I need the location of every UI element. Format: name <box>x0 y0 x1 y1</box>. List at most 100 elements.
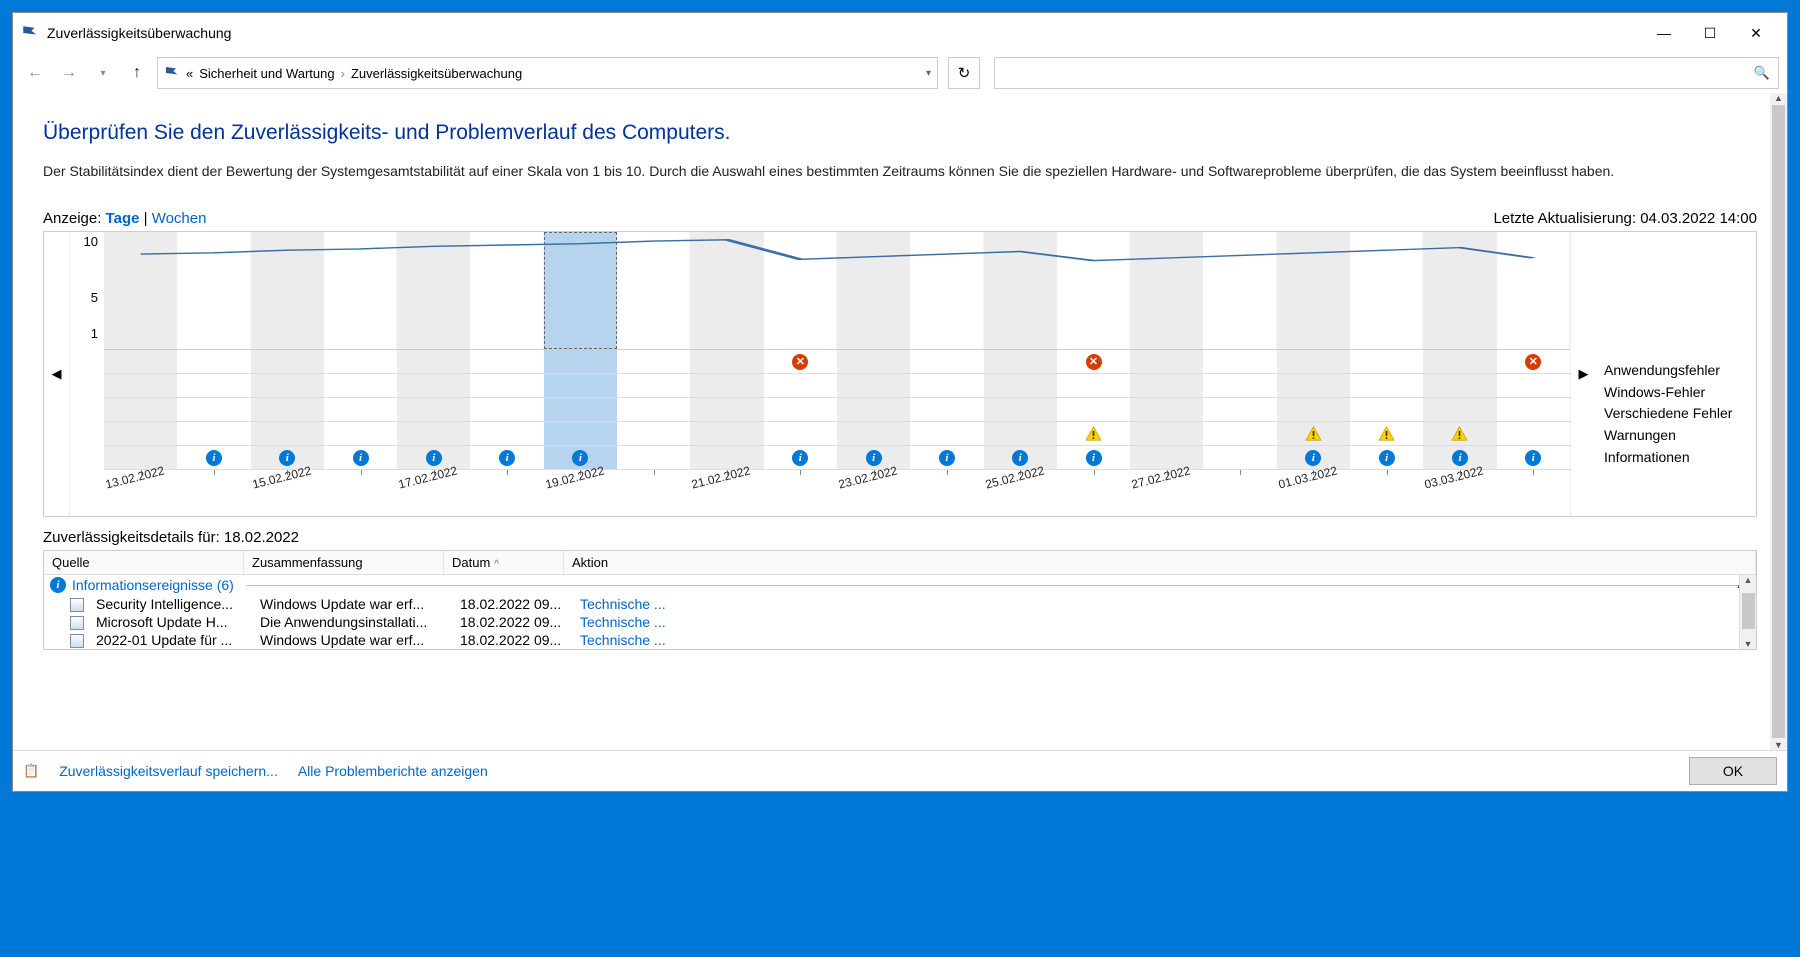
event-cell[interactable]: ✕ <box>1057 350 1130 373</box>
address-bar[interactable]: « Sicherheit und Wartung › Zuverlässigke… <box>157 57 938 89</box>
event-cell[interactable] <box>177 398 250 421</box>
event-cell[interactable] <box>1203 422 1276 445</box>
event-cell[interactable]: i <box>397 446 470 469</box>
event-cell[interactable]: i <box>324 446 397 469</box>
event-cell[interactable] <box>104 350 177 373</box>
event-cell[interactable] <box>617 374 690 397</box>
event-cell[interactable] <box>1423 374 1496 397</box>
event-cell[interactable] <box>397 398 470 421</box>
event-cell[interactable] <box>177 350 250 373</box>
event-cell[interactable] <box>764 398 837 421</box>
event-cell[interactable] <box>1130 422 1203 445</box>
event-cell[interactable] <box>324 350 397 373</box>
event-cell[interactable] <box>690 422 763 445</box>
event-cell[interactable]: i <box>764 446 837 469</box>
breadcrumb-item[interactable]: Sicherheit und Wartung <box>199 66 334 81</box>
event-cell[interactable] <box>1350 374 1423 397</box>
event-cell[interactable] <box>617 398 690 421</box>
save-history-link[interactable]: Zuverlässigkeitsverlauf speichern... <box>59 763 278 779</box>
event-cell[interactable] <box>1130 350 1203 373</box>
event-cell[interactable] <box>617 422 690 445</box>
event-cell[interactable] <box>984 374 1057 397</box>
chevron-down-icon[interactable]: ▾ <box>926 68 931 79</box>
event-cell[interactable] <box>837 398 910 421</box>
col-date[interactable]: Datum <box>444 551 564 574</box>
event-cell[interactable] <box>764 374 837 397</box>
col-summary[interactable]: Zusammenfassung <box>244 551 444 574</box>
event-cell[interactable] <box>251 422 324 445</box>
event-cell[interactable] <box>324 398 397 421</box>
event-cell[interactable] <box>837 422 910 445</box>
event-cell[interactable] <box>1277 374 1350 397</box>
event-cell[interactable] <box>397 374 470 397</box>
event-cell[interactable] <box>470 350 543 373</box>
event-cell[interactable] <box>1277 398 1350 421</box>
event-cell[interactable] <box>1350 422 1423 445</box>
event-cell[interactable]: i <box>1277 446 1350 469</box>
scrollbar[interactable]: ▲▼ <box>1739 575 1756 649</box>
event-cell[interactable]: i <box>1497 446 1570 469</box>
event-cell[interactable] <box>544 350 617 373</box>
event-cell[interactable]: ✕ <box>1497 350 1570 373</box>
action-link[interactable]: Technische ... <box>574 596 672 612</box>
event-cell[interactable] <box>837 350 910 373</box>
event-cell[interactable] <box>1203 374 1276 397</box>
action-link[interactable]: Technische ... <box>574 632 672 648</box>
refresh-button[interactable]: ↻ <box>948 57 980 89</box>
recent-dropdown-icon[interactable]: ▾ <box>89 59 117 87</box>
event-cell[interactable] <box>984 398 1057 421</box>
ok-button[interactable]: OK <box>1689 757 1777 785</box>
col-action[interactable]: Aktion <box>564 551 1756 574</box>
event-cell[interactable] <box>1130 398 1203 421</box>
event-cell[interactable] <box>104 398 177 421</box>
event-cell[interactable] <box>1423 398 1496 421</box>
view-days-link[interactable]: Tage <box>106 210 140 227</box>
view-all-reports-link[interactable]: Alle Problemberichte anzeigen <box>298 763 488 779</box>
event-cell[interactable] <box>837 374 910 397</box>
event-cell[interactable] <box>324 422 397 445</box>
chart-area[interactable] <box>104 232 1570 350</box>
event-cell[interactable] <box>1130 446 1203 469</box>
event-cell[interactable] <box>690 446 763 469</box>
group-row[interactable]: iInformationsereignisse (6)▲ <box>44 575 1756 595</box>
close-button[interactable]: ✕ <box>1733 19 1779 47</box>
event-cell[interactable] <box>251 350 324 373</box>
col-source[interactable]: Quelle <box>44 551 244 574</box>
event-cell[interactable] <box>397 422 470 445</box>
event-cell[interactable] <box>617 446 690 469</box>
breadcrumb-item[interactable]: Zuverlässigkeitsüberwachung <box>351 66 522 81</box>
minimize-button[interactable]: — <box>1641 19 1687 47</box>
event-cell[interactable] <box>1203 446 1276 469</box>
maximize-button[interactable]: ☐ <box>1687 19 1733 47</box>
event-cell[interactable]: i <box>177 446 250 469</box>
event-cell[interactable] <box>544 422 617 445</box>
forward-button[interactable]: → <box>55 59 83 87</box>
event-cell[interactable] <box>1497 374 1570 397</box>
table-row[interactable]: Microsoft Update H...Die Anwendungsinsta… <box>44 613 1756 631</box>
view-weeks-link[interactable]: Wochen <box>152 210 207 227</box>
event-cell[interactable] <box>104 374 177 397</box>
event-cell[interactable]: i <box>470 446 543 469</box>
event-cell[interactable] <box>544 374 617 397</box>
scroll-right-button[interactable]: ▶ <box>1570 232 1596 516</box>
event-cell[interactable] <box>1277 422 1350 445</box>
search-input[interactable]: 🔍 <box>994 57 1779 89</box>
event-cell[interactable] <box>544 398 617 421</box>
event-cell[interactable] <box>324 374 397 397</box>
event-cell[interactable]: i <box>251 446 324 469</box>
event-cell[interactable]: i <box>1423 446 1496 469</box>
event-cell[interactable] <box>1497 398 1570 421</box>
event-cell[interactable]: i <box>910 446 983 469</box>
event-cell[interactable]: i <box>984 446 1057 469</box>
event-cell[interactable] <box>104 446 177 469</box>
event-cell[interactable] <box>984 350 1057 373</box>
event-cell[interactable] <box>1203 398 1276 421</box>
table-row[interactable]: 2022-01 Update für ...Windows Update war… <box>44 631 1756 649</box>
event-cell[interactable] <box>690 398 763 421</box>
event-cell[interactable] <box>910 350 983 373</box>
event-cell[interactable] <box>470 422 543 445</box>
event-cell[interactable] <box>1350 398 1423 421</box>
event-cell[interactable] <box>1130 374 1203 397</box>
event-cell[interactable]: i <box>544 446 617 469</box>
action-link[interactable]: Technische ... <box>574 614 672 630</box>
